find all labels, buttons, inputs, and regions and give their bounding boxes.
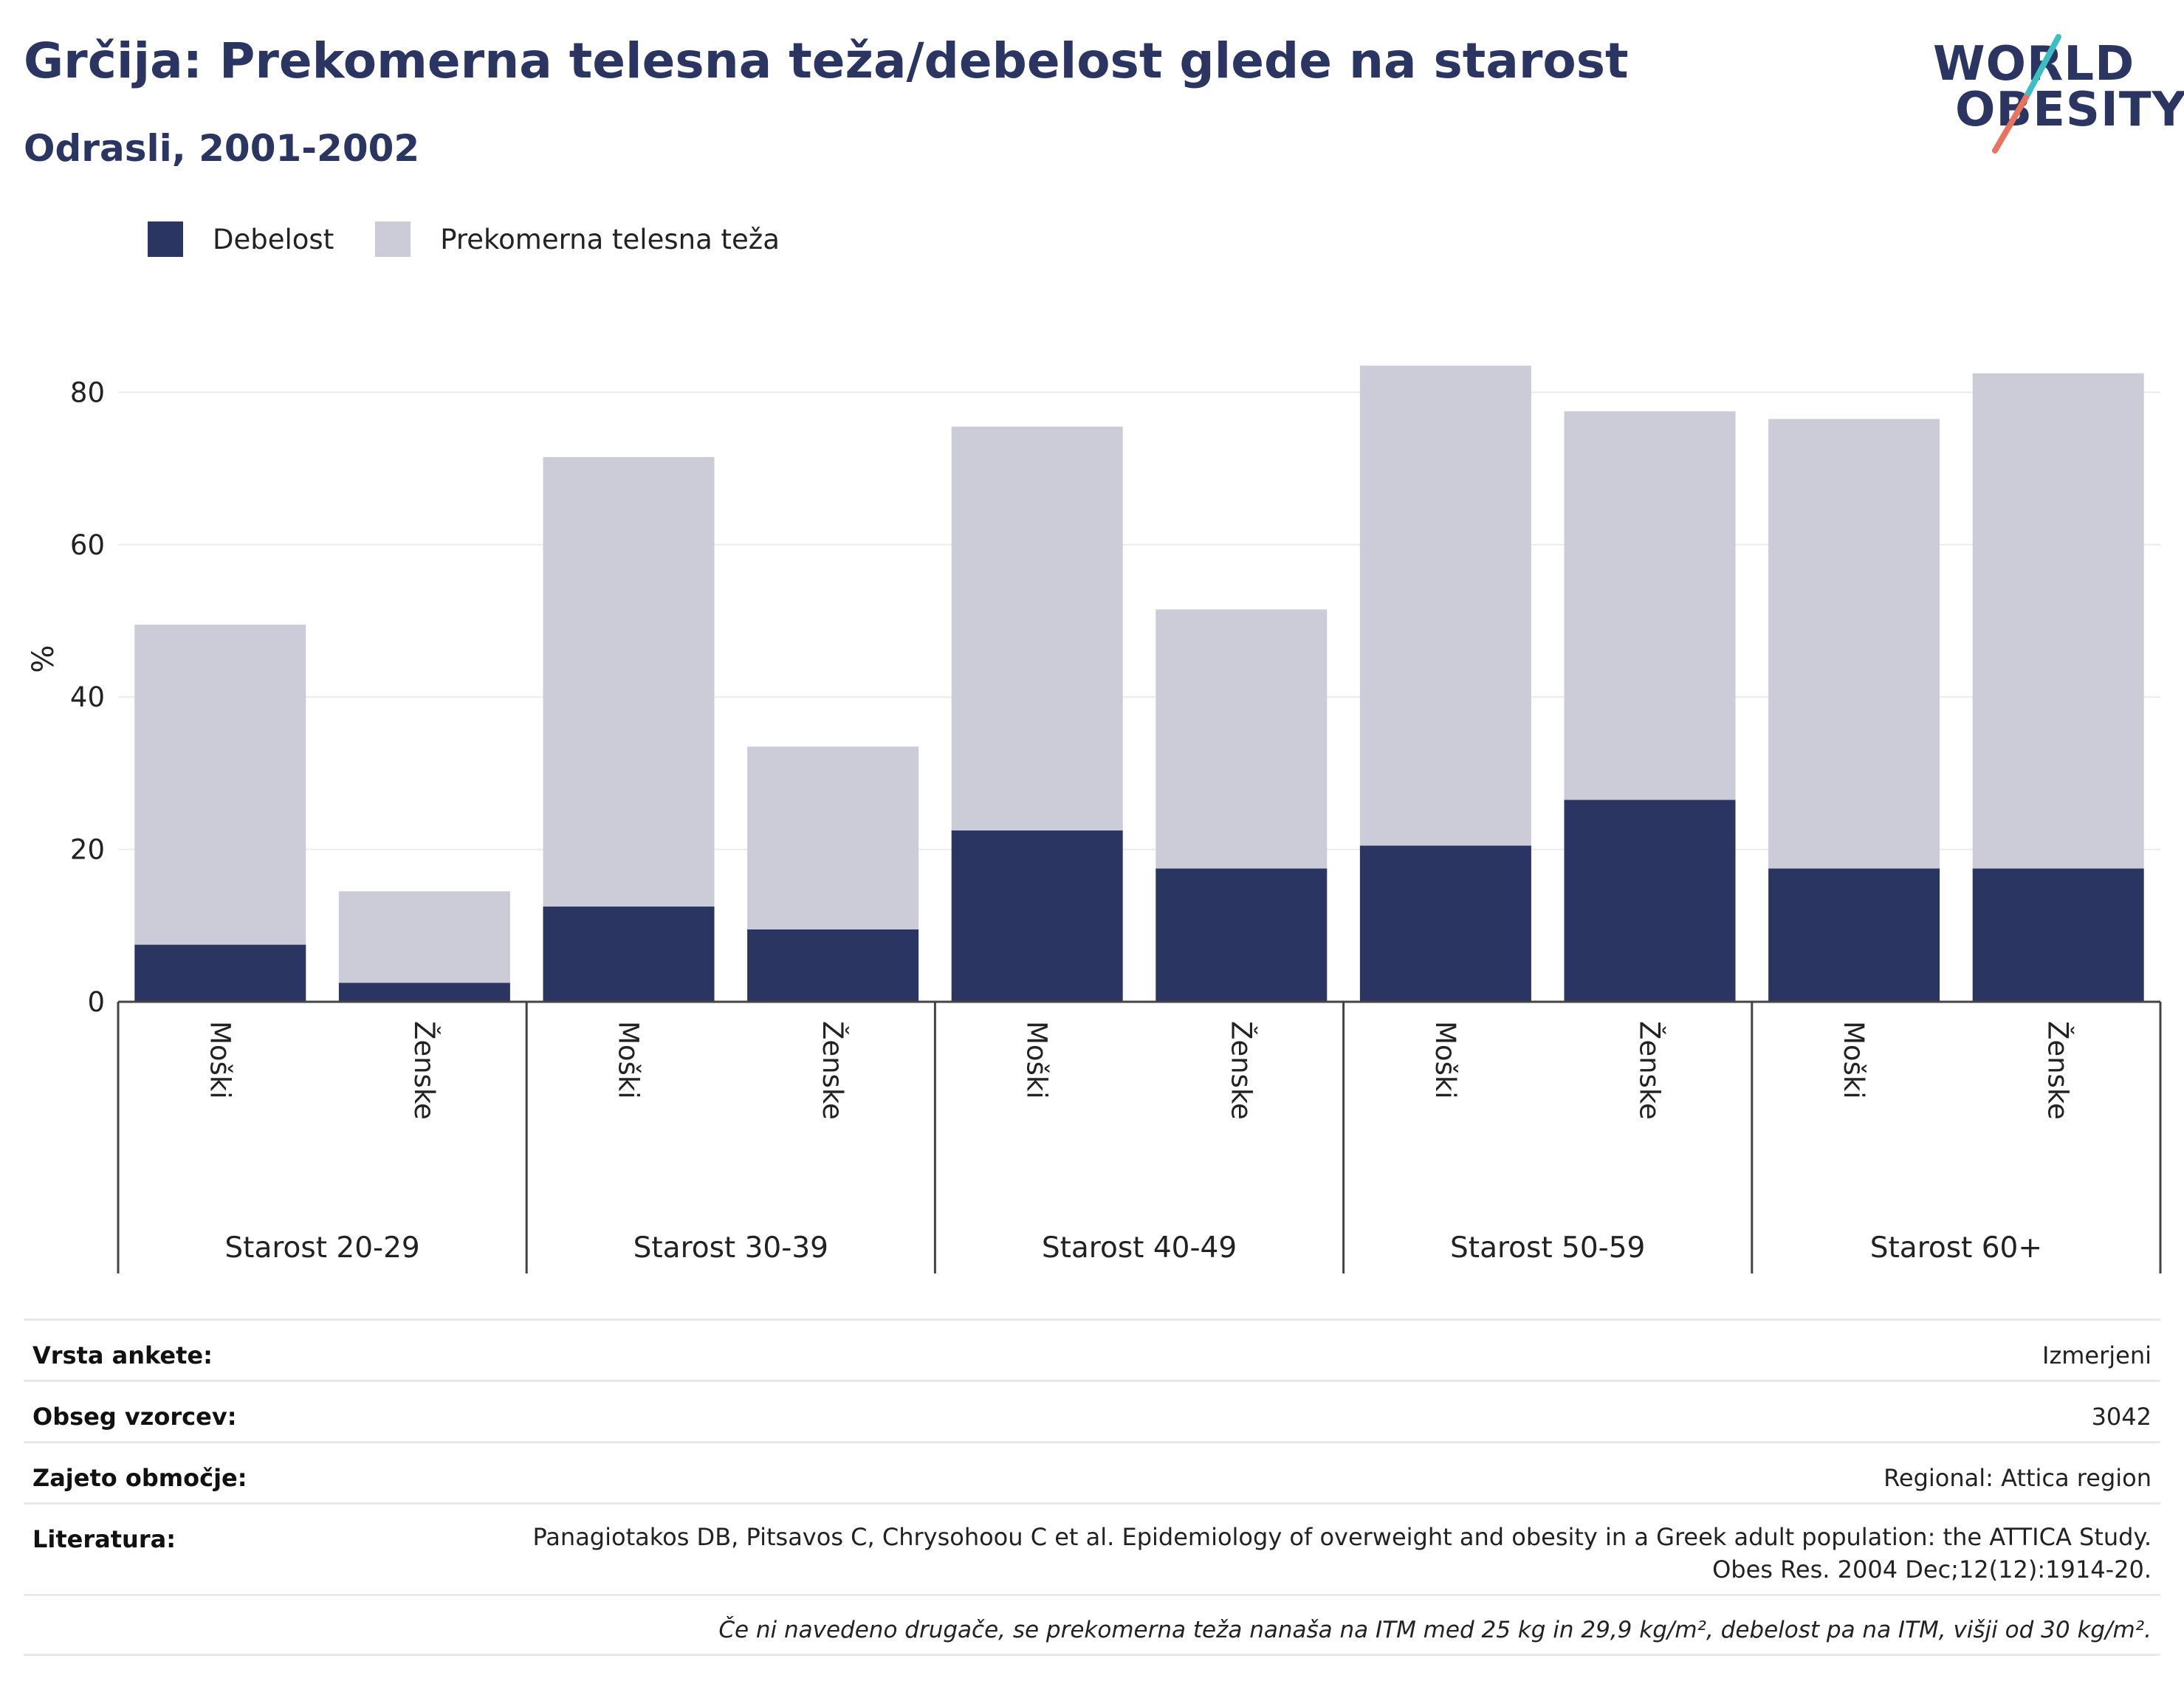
bar-overweight — [1564, 411, 1736, 800]
bar-obesity — [747, 929, 919, 1002]
sample-size-value: 3042 — [2091, 1403, 2152, 1431]
bar-obesity — [1359, 845, 1531, 1002]
x-category-label: Moški — [204, 1021, 236, 1099]
info-row-survey-type: Vrsta ankete: Izmerjeni — [24, 1318, 2160, 1380]
info-row-area: Zajeto območje: Regional: Attica region — [24, 1441, 2160, 1502]
x-category-label: Ženske — [1634, 1021, 1666, 1120]
bar-obesity — [1564, 800, 1736, 1002]
x-category-label: Ženske — [1225, 1021, 1257, 1120]
info-row-sample-size: Obseg vzorcev: 3042 — [24, 1380, 2160, 1441]
reference-label: Literatura: — [32, 1525, 176, 1553]
bar-overweight — [543, 457, 715, 907]
x-group-label: Starost 60+ — [1870, 1231, 2042, 1265]
chart-title: Grčija: Prekomerna telesna teža/debelost… — [24, 32, 1629, 89]
logo-slash-icon — [1992, 34, 2061, 154]
chart-subtitle: Odrasli, 2001-2002 — [24, 127, 420, 170]
x-category-label: Ženske — [817, 1021, 849, 1120]
area-value: Regional: Attica region — [1883, 1464, 2152, 1492]
y-tick-label: 20 — [70, 834, 105, 866]
x-category-label: Moški — [1838, 1021, 1869, 1099]
legend-item-overweight[interactable]: Prekomerna telesna teža — [375, 221, 780, 257]
bar-overweight — [747, 746, 919, 929]
legend: Debelost Prekomerna telesna teža — [148, 219, 821, 260]
bar-overweight — [134, 625, 306, 945]
bar-overweight — [1359, 365, 1531, 846]
bar-overweight — [1155, 609, 1328, 869]
legend-item-obesity[interactable]: Debelost — [148, 221, 334, 257]
reference-value: Panagiotakos DB, Pitsavos C, Chrysohoou … — [532, 1523, 2152, 1584]
bar-overweight — [338, 891, 510, 983]
bar-obesity — [1155, 868, 1328, 1002]
info-row-reference: Literatura: Panagiotakos DB, Pitsavos C,… — [24, 1502, 2160, 1594]
survey-type-label: Vrsta ankete: — [32, 1341, 213, 1369]
x-category-label: Moški — [1429, 1021, 1461, 1099]
info-row-note: Če ni navedeno drugače, se prekomerna te… — [24, 1594, 2160, 1656]
bar-obesity — [134, 944, 306, 1002]
y-tick-label: 80 — [70, 377, 105, 408]
area-label: Zajeto območje: — [32, 1464, 247, 1492]
legend-swatch-overweight — [375, 221, 411, 257]
x-group-label: Starost 40-49 — [1042, 1231, 1237, 1265]
x-group-label: Starost 20-29 — [224, 1231, 419, 1265]
sample-size-label: Obseg vzorcev: — [32, 1403, 237, 1431]
bar-obesity — [1972, 868, 2144, 1002]
y-tick-label: 60 — [70, 529, 105, 561]
bar-obesity — [338, 983, 510, 1002]
legend-label-obesity: Debelost — [213, 223, 334, 255]
bar-obesity — [543, 907, 715, 1002]
x-category-label: Ženske — [408, 1021, 441, 1120]
bar-overweight — [951, 426, 1123, 831]
x-category-label: Ženske — [2042, 1021, 2075, 1120]
y-axis-label: % — [27, 645, 61, 673]
x-group-label: Starost 30-39 — [633, 1231, 828, 1265]
logo-text-obesity: OBESITY — [1955, 83, 2184, 137]
world-obesity-logo: WORLD OBESITY — [1926, 32, 2184, 158]
bar-obesity — [951, 830, 1123, 1002]
survey-type-value: Izmerjeni — [2042, 1341, 2152, 1369]
y-tick-label: 0 — [87, 986, 105, 1018]
bar-obesity — [1768, 868, 1940, 1002]
x-category-label: Moški — [1021, 1021, 1053, 1099]
legend-swatch-obesity — [148, 221, 183, 257]
x-category-label: Moški — [613, 1021, 645, 1099]
bar-overweight — [1768, 419, 1940, 869]
y-tick-label: 40 — [70, 681, 105, 713]
survey-info-table: Vrsta ankete: Izmerjeni Obseg vzorcev: 3… — [24, 1318, 2160, 1656]
legend-label-overweight: Prekomerna telesna teža — [440, 223, 780, 255]
bar-chart: 0 20 40 60 80% Moški Ženske Moški Ženske Moški Žen… — [27, 365, 2162, 1273]
definition-note: Če ni navedeno drugače, se prekomerna te… — [718, 1617, 2152, 1643]
x-group-label: Starost 50-59 — [1450, 1231, 1645, 1265]
bar-overweight — [1972, 373, 2144, 869]
